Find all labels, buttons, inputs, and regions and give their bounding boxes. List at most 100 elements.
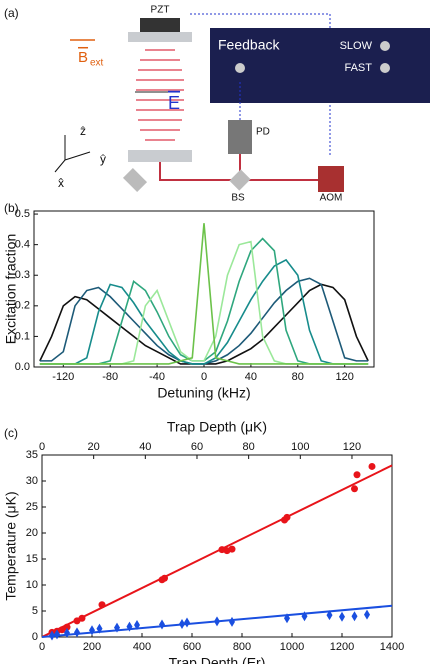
data-point: [179, 619, 185, 629]
pzt: [140, 18, 180, 32]
x-tick-label: 400: [133, 641, 151, 653]
y-tick-label: 30: [26, 475, 38, 487]
x-tick-label: -80: [102, 371, 118, 383]
data-point: [229, 616, 235, 627]
plot-frame: [41, 454, 393, 638]
y-tick-label: 0.5: [15, 208, 30, 220]
y-axis-label: Excitation fraction: [3, 234, 19, 345]
spectrum-line: [39, 283, 369, 365]
x2-axis-label: Trap Depth (μK): [167, 419, 267, 435]
bs-label: BS: [231, 193, 245, 204]
data-point: [54, 629, 60, 640]
x-tick-label: 120: [336, 371, 354, 383]
x2-tick-label: 60: [191, 441, 203, 453]
data-point: [96, 623, 103, 634]
feedback-box: [210, 28, 430, 103]
z-label: ẑ: [80, 124, 86, 138]
y-tick-label: 0.4: [15, 239, 30, 251]
b-sub: ext: [90, 58, 104, 69]
x2-tick-label: 20: [88, 441, 100, 453]
x-tick-label: 40: [245, 371, 257, 383]
y-tick-label: 0.3: [15, 269, 30, 281]
data-point: [283, 513, 291, 521]
y-tick-label: 10: [26, 579, 38, 591]
x-tick-label: 0: [39, 641, 45, 653]
y-tick-label: 0.0: [15, 361, 30, 373]
setup-diagram: (a) PZT E B ext Feedback SLOW FAST PD BS…: [4, 5, 430, 204]
y-tick-label: 15: [26, 553, 38, 565]
beam: [159, 162, 320, 181]
spectrum-line: [39, 258, 369, 365]
data-point: [351, 611, 358, 622]
x-tick-label: -120: [52, 371, 74, 383]
x2-tick-label: 0: [39, 441, 45, 453]
data-point: [78, 614, 86, 622]
aom: [318, 166, 344, 192]
data-point: [284, 613, 290, 624]
x-tick-label: -40: [149, 371, 165, 383]
x-tick-label: 1000: [280, 641, 304, 653]
knob: [235, 63, 245, 73]
data-point: [339, 611, 345, 622]
mirror: [122, 167, 148, 193]
data-point: [364, 609, 370, 620]
data-point: [89, 625, 95, 636]
x2-tick-label: 120: [343, 441, 361, 453]
x2-tick-label: 100: [291, 441, 309, 453]
feedback-line: [190, 13, 331, 28]
x-tick-label: 0: [201, 371, 207, 383]
y-tick-label: 25: [26, 501, 38, 513]
aom-label: AOM: [320, 193, 343, 204]
x-label: x̂: [58, 176, 64, 190]
x-tick-label: 800: [233, 641, 251, 653]
mirror-bottom: [128, 150, 192, 162]
y-tick-label: 20: [26, 527, 38, 539]
data-point: [351, 485, 358, 493]
x-tick-label: 1400: [380, 641, 404, 653]
data-point: [214, 616, 220, 627]
photodiode: [228, 120, 252, 154]
x-tick-label: 80: [292, 371, 304, 383]
data-point: [98, 601, 106, 609]
x-axis-label: Trap Depth (Er): [169, 655, 266, 664]
data-point: [126, 621, 133, 632]
data-point: [368, 462, 376, 470]
y-tick-label: 5: [32, 605, 38, 617]
pzt-label: PZT: [151, 5, 170, 16]
x2-tick-label: 80: [243, 441, 255, 453]
feedback-label: Feedback: [218, 37, 280, 53]
axes-icon: [54, 135, 91, 173]
knob: [380, 63, 390, 73]
y-tick-label: 0: [32, 631, 38, 643]
panel-label: (c): [4, 426, 18, 440]
panel-label: (b): [4, 201, 19, 215]
y-tick-label: 0.1: [15, 330, 30, 342]
knob: [380, 41, 390, 51]
data-point: [114, 622, 120, 633]
data-point: [74, 627, 80, 638]
x-tick-label: 200: [83, 641, 101, 653]
slow-label: SLOW: [340, 40, 373, 52]
y-label: ŷ: [100, 152, 106, 166]
x2-tick-label: 40: [139, 441, 151, 453]
data-point: [228, 545, 236, 553]
fast-label: FAST: [344, 62, 372, 74]
data-point: [326, 610, 333, 621]
fit-line: [41, 464, 393, 638]
data-point: [301, 611, 308, 622]
pd-label: PD: [256, 127, 270, 138]
spectrum-line: [39, 223, 369, 365]
data-point: [63, 623, 71, 631]
data-point: [49, 630, 55, 641]
b-label: B: [78, 49, 88, 66]
data-point: [64, 627, 70, 638]
data-point: [134, 620, 140, 631]
data-point: [184, 617, 190, 628]
x-tick-label: 1200: [330, 641, 354, 653]
data-point: [159, 619, 165, 630]
lattice: [136, 49, 184, 141]
x-tick-label: 600: [183, 641, 201, 653]
y-tick-label: 0.2: [15, 300, 30, 312]
x-axis-label: Detuning (kHz): [157, 385, 250, 401]
